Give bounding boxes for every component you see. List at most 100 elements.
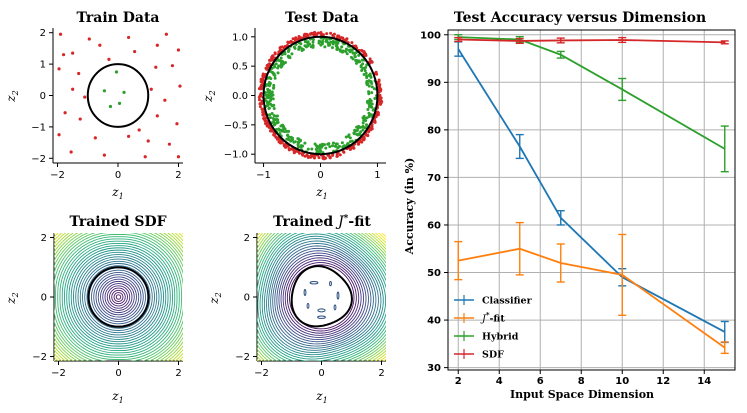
test-outside-point [271, 56, 275, 60]
train-outside-point [83, 95, 87, 99]
sdf-contour-line [95, 274, 142, 320]
accuracy-y-tick-label: 60 [427, 220, 441, 231]
accuracy-y-tick-label: 70 [427, 173, 441, 184]
test-inside-point [274, 62, 278, 66]
accuracy-panel: 2 4 6 8 10 12 14 30 40 50 60 70 80 90 100 [420, 29, 736, 387]
jfit-xlabel: z1 [315, 389, 327, 405]
sdf-contour-line [100, 278, 137, 316]
test-outside-point [367, 130, 371, 134]
test-inside-point [319, 43, 323, 47]
train-x-tick-label: −2 [50, 170, 65, 181]
test-inside-point [365, 116, 369, 120]
test-inside-point [356, 126, 360, 130]
test-y-tick-label: 0.5 [232, 62, 248, 73]
test-inside-point [357, 53, 361, 57]
test-inside-point [369, 74, 373, 78]
sdf-contour-line [82, 260, 155, 334]
jfit-ylabel: z2 [207, 292, 223, 304]
test-inside-point [324, 146, 328, 150]
jfit-contour-line [274, 247, 372, 345]
test-outside-point [356, 142, 360, 146]
test-inside-point [268, 113, 272, 117]
train-inside-point [102, 89, 106, 93]
test-inside-point [367, 92, 371, 96]
sdf-contour-line [86, 265, 151, 329]
accuracy-y-tick-label: 90 [427, 78, 441, 89]
train-outside-point [155, 114, 159, 118]
test-inside-point [327, 41, 331, 45]
train-outside-point [93, 136, 97, 140]
accuracy-x-tick-label: 12 [656, 376, 670, 387]
test-inside-point [265, 95, 269, 99]
train-outside-point [98, 43, 102, 47]
test-outside-point [264, 66, 268, 70]
accuracy-y-tick-label: 30 [427, 363, 441, 374]
sdf-zero-level [87, 266, 150, 328]
test-inside-point [306, 147, 310, 151]
test-inside-point [363, 69, 367, 73]
test-inside-point [285, 129, 289, 133]
jfit-interior-contour [317, 308, 326, 313]
test-outside-point [317, 156, 321, 160]
series-jstar [454, 221, 729, 355]
train-inside-point [122, 90, 126, 94]
train-outside-point [71, 51, 75, 55]
sdf-contour-line [106, 285, 131, 309]
test-inside-point [353, 51, 357, 55]
jfit-interior-contour [336, 291, 340, 300]
test-outside-point [328, 156, 332, 160]
train-x-tick-label: 0 [115, 170, 121, 181]
test-outside-point [265, 122, 269, 126]
jfit-interior-contour [317, 315, 326, 319]
test-inside-point [266, 90, 270, 94]
accuracy-x-tick-label: 14 [697, 376, 711, 387]
train-title: Train Data [77, 10, 160, 26]
jfit-contour-line [278, 252, 367, 341]
train-inside-point [114, 70, 119, 74]
train-y-tick-label: −1 [31, 122, 46, 133]
sdf-contour-line [79, 258, 158, 336]
test-inside-point [273, 76, 277, 80]
sdf-x-tick-label: −2 [51, 368, 66, 379]
test-inside-point [276, 71, 280, 75]
test-outside-point [366, 134, 370, 138]
test-outside-point [258, 102, 262, 106]
train-outside-point [126, 35, 131, 40]
train-outside-point [176, 48, 181, 52]
test-inside-point [349, 55, 353, 59]
test-inside-point [361, 128, 365, 132]
test-inside-point [366, 82, 370, 86]
test-inside-point [357, 59, 361, 63]
test-outside-point [370, 125, 374, 129]
train-outside-point [170, 64, 175, 68]
test-inside-point [270, 66, 274, 70]
test-outside-point [305, 153, 309, 157]
accuracy-x-tick-label: 4 [496, 376, 503, 387]
test-outside-point [320, 32, 324, 36]
sdf-contour-line [102, 280, 135, 314]
test-outside-point [358, 140, 362, 144]
test-inside-point [303, 141, 307, 145]
jfit-contour-line [284, 259, 360, 334]
legend-hybrid-label: Hybrid [482, 332, 519, 343]
test-inside-point [325, 38, 329, 42]
test-inside-point [303, 39, 307, 43]
test-inside-point [340, 45, 344, 49]
test-outside-point [261, 72, 265, 76]
test-inside-point [269, 95, 273, 99]
train-y-tick-label: −2 [31, 154, 46, 165]
test-inside-point [323, 45, 327, 49]
sdf-contour-line [54, 233, 183, 361]
jfit-contour-line [272, 245, 374, 347]
test-inside-point [370, 81, 374, 85]
train-outside-point [164, 32, 168, 36]
sdf-contour-line [113, 292, 124, 302]
test-inside-point [368, 98, 372, 102]
jfit-contour-line [257, 233, 386, 361]
test-inside-point [272, 86, 276, 90]
test-outside-point [362, 138, 366, 142]
test-inside-point [352, 131, 356, 135]
series-hybrid [454, 34, 729, 173]
test-inside-point [297, 47, 301, 51]
test-inside-point [350, 139, 354, 143]
